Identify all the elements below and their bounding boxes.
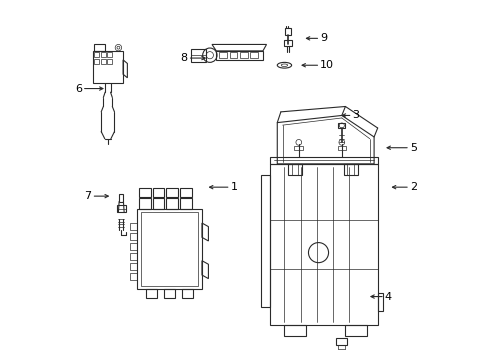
Bar: [95, 52, 99, 57]
Bar: [343, 164, 358, 175]
Text: 4: 4: [385, 292, 392, 302]
Bar: [107, 52, 112, 57]
Bar: [337, 338, 347, 345]
Bar: [180, 188, 192, 197]
Bar: [167, 198, 178, 209]
Bar: [250, 52, 258, 58]
Bar: [270, 157, 378, 164]
Bar: [216, 51, 263, 59]
Text: 3: 3: [353, 111, 360, 121]
Bar: [338, 146, 346, 149]
Bar: [93, 51, 123, 83]
Text: 7: 7: [84, 191, 92, 201]
Bar: [285, 40, 292, 45]
Bar: [139, 188, 151, 197]
Bar: [153, 188, 164, 197]
Bar: [345, 325, 367, 336]
Bar: [139, 198, 151, 209]
Bar: [129, 273, 137, 280]
Bar: [230, 52, 238, 58]
Bar: [219, 52, 227, 58]
Bar: [129, 233, 137, 240]
Text: 8: 8: [180, 53, 188, 63]
Bar: [182, 289, 193, 298]
Bar: [294, 146, 303, 149]
Bar: [101, 52, 106, 57]
Bar: [119, 194, 123, 202]
Bar: [129, 243, 137, 250]
Bar: [95, 59, 99, 64]
Bar: [180, 198, 192, 209]
Bar: [147, 289, 157, 298]
Bar: [137, 209, 202, 289]
Bar: [141, 212, 198, 286]
Text: 5: 5: [410, 143, 417, 153]
Bar: [117, 205, 125, 212]
Bar: [261, 175, 270, 307]
Bar: [167, 188, 178, 197]
Text: 9: 9: [320, 33, 327, 43]
Bar: [129, 253, 137, 260]
Bar: [164, 289, 175, 298]
Text: 6: 6: [75, 84, 82, 94]
Bar: [288, 164, 302, 175]
Text: 1: 1: [231, 182, 238, 192]
Text: 10: 10: [320, 60, 334, 70]
Bar: [153, 198, 164, 209]
Bar: [101, 59, 106, 64]
Bar: [285, 28, 291, 35]
Bar: [107, 59, 112, 64]
Bar: [270, 164, 378, 325]
Bar: [95, 44, 105, 51]
Bar: [285, 325, 306, 336]
Bar: [240, 52, 248, 58]
Bar: [129, 223, 137, 230]
Bar: [191, 49, 205, 62]
Bar: [129, 263, 137, 270]
Text: 2: 2: [410, 182, 417, 192]
Bar: [338, 123, 345, 128]
